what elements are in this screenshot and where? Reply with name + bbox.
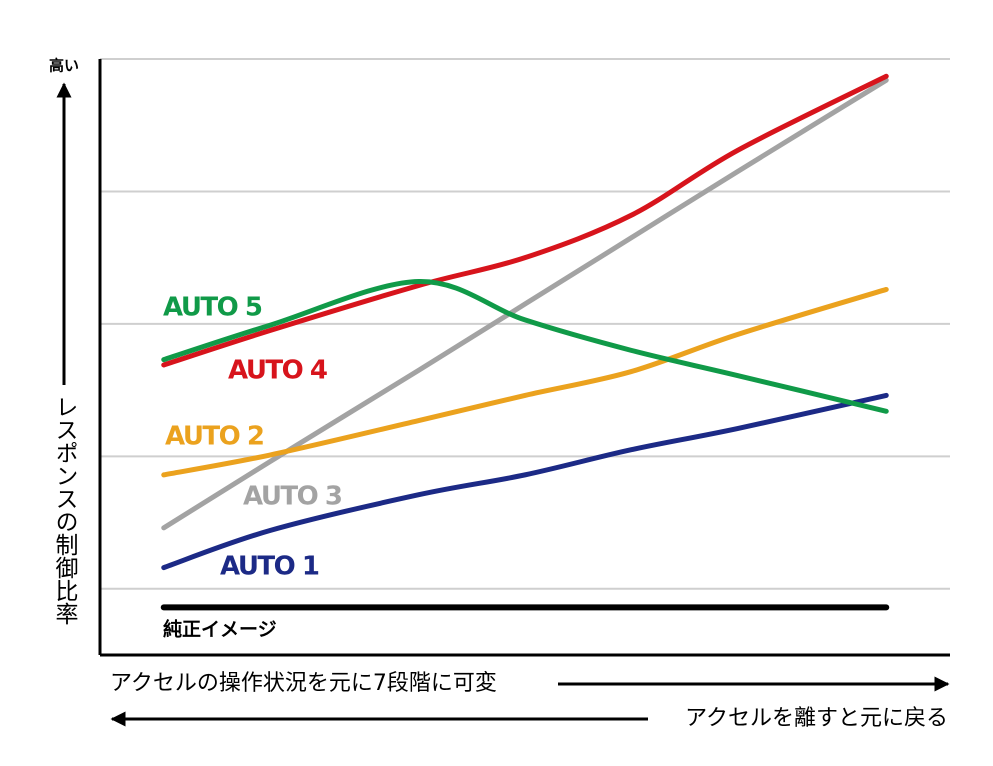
series-label: AUTO 5 xyxy=(163,293,262,323)
series-line xyxy=(161,392,889,571)
series-label: AUTO 2 xyxy=(165,422,263,452)
series-label: 純正イメージ xyxy=(163,618,277,641)
plot-area: AUTO 3 AUTO 2 AUTO 1 AUTO 4 AUTO 5 純正イメージ xyxy=(98,58,950,657)
series-label: AUTO 3 xyxy=(243,482,342,512)
series-line xyxy=(161,279,889,414)
series-line xyxy=(161,286,889,478)
x-return-label: アクセルを離すと元に戻る xyxy=(685,706,948,731)
y-top-label: 高い xyxy=(49,57,79,75)
series-label: AUTO 1 xyxy=(220,552,319,582)
x-axis-label: アクセルの操作状況を元に7段階に可変 xyxy=(110,671,497,696)
series-line xyxy=(161,73,889,368)
y-axis-label: レスポンスの制御比率 xyxy=(51,395,79,625)
series-label: AUTO 4 xyxy=(228,356,327,386)
series-line xyxy=(161,77,889,531)
